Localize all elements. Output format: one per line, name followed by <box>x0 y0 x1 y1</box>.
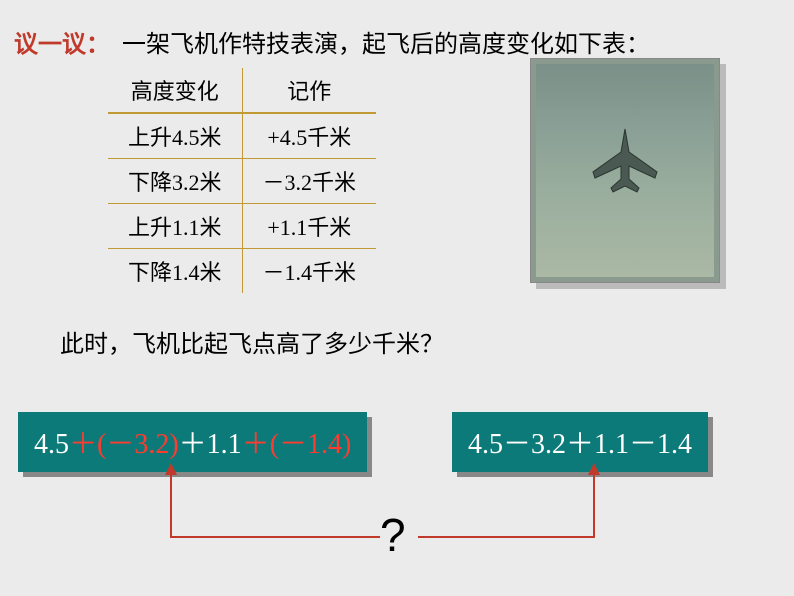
arrow-line <box>170 475 172 538</box>
airplane-image <box>530 58 720 283</box>
table-row: 下降1.4米 －1.4千米 <box>108 249 376 294</box>
cell: －3.2千米 <box>242 159 376 204</box>
expr-part-red: ＋ <box>242 429 270 460</box>
question-text: 此时，飞机比起飞点高了多少千米？ <box>60 324 444 359</box>
cell: +4.5千米 <box>242 113 376 159</box>
arrow-line <box>418 536 595 538</box>
arrow-head-icon <box>588 463 600 475</box>
cell: +1.1千米 <box>242 204 376 249</box>
table-row: 下降3.2米 －3.2千米 <box>108 159 376 204</box>
expression-right: 4.5－3.2＋1.1－1.4 <box>452 412 708 472</box>
cell: －1.4千米 <box>242 249 376 294</box>
airplane-icon <box>585 124 665 194</box>
intro-text: 一架飞机作特技表演，起飞后的高度变化如下表： <box>122 32 650 58</box>
table-row: 上升1.1米 +1.1千米 <box>108 204 376 249</box>
expr-part: ＋1.1 <box>179 429 242 460</box>
th-record: 记作 <box>242 68 376 113</box>
table-row: 上升4.5米 +4.5千米 <box>108 113 376 159</box>
arrow-line <box>170 536 380 538</box>
cell: 下降3.2米 <box>108 159 242 204</box>
expr-part-red: (－3.2) <box>97 429 179 460</box>
expr-part-red: ＋ <box>69 429 97 460</box>
question-mark: ? <box>380 508 406 562</box>
cell: 下降1.4米 <box>108 249 242 294</box>
th-change: 高度变化 <box>108 68 242 113</box>
sky-background <box>536 64 714 277</box>
expression-left: 4.5＋(－3.2)＋1.1＋(－1.4) <box>18 412 367 472</box>
altitude-table: 高度变化 记作 上升4.5米 +4.5千米 下降3.2米 －3.2千米 上升1.… <box>108 68 376 293</box>
expr-part: 4.5 <box>34 429 69 460</box>
cell: 上升4.5米 <box>108 113 242 159</box>
arrow-line <box>593 475 595 538</box>
discuss-label: 议一议： <box>14 32 110 58</box>
header-line: 议一议： 一架飞机作特技表演，起飞后的高度变化如下表： <box>14 24 650 59</box>
arrow-head-icon <box>165 463 177 475</box>
cell: 上升1.1米 <box>108 204 242 249</box>
expr-part-red: (－1.4) <box>270 429 352 460</box>
